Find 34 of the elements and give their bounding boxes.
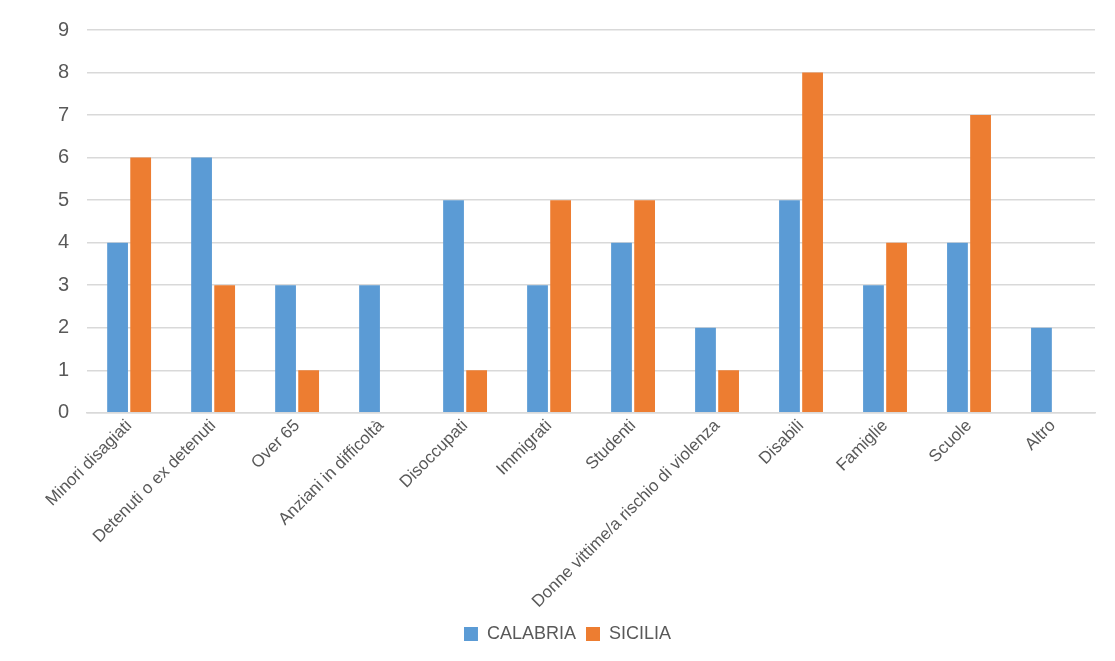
bar (275, 285, 296, 413)
bar (718, 370, 739, 413)
bar (550, 200, 572, 413)
bar (359, 285, 380, 413)
bar (527, 285, 548, 413)
bar (298, 370, 320, 413)
bar (191, 157, 212, 413)
bar (611, 242, 632, 413)
legend-label: SICILIA (609, 622, 672, 643)
y-tick-label: 3 (58, 272, 70, 295)
bar (947, 242, 968, 413)
y-tick-label: 7 (58, 102, 70, 125)
bar (130, 157, 152, 413)
bar (214, 285, 236, 413)
y-tick-label: 8 (58, 60, 70, 83)
bar (634, 200, 655, 413)
y-tick-label: 0 (58, 400, 70, 423)
legend-label: CALABRIA (486, 622, 577, 643)
bar (107, 242, 128, 413)
y-tick-label: 4 (58, 230, 70, 253)
y-tick-label: 2 (58, 315, 70, 338)
y-tick-label: 6 (58, 145, 70, 168)
bar (1031, 327, 1052, 413)
y-tick-label: 9 (58, 17, 70, 40)
bar (443, 200, 464, 413)
y-tick-label: 5 (58, 187, 70, 210)
bar (695, 327, 716, 413)
bar (779, 200, 800, 413)
bar (970, 115, 991, 413)
bar (886, 242, 907, 413)
y-tick-label: 1 (58, 357, 70, 380)
bar (802, 72, 823, 413)
bar (466, 370, 488, 413)
bar (863, 285, 884, 413)
